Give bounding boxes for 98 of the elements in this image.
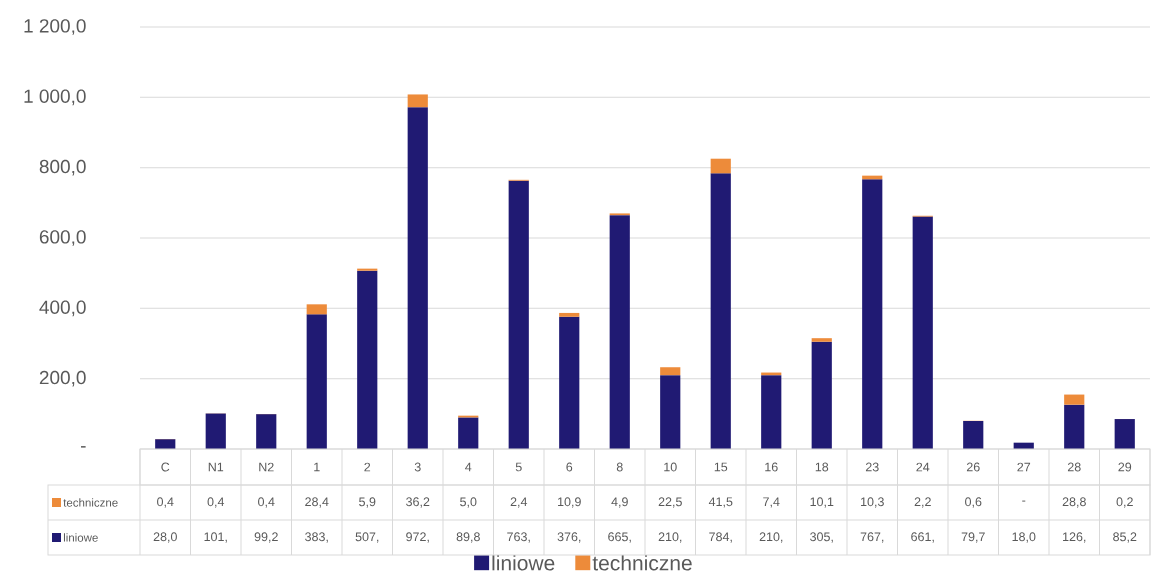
data-label: 0,4: [157, 497, 174, 508]
x-tick-label: N1: [208, 462, 224, 472]
y-tick-label: 1 200,0: [24, 19, 86, 35]
bar: [559, 312, 580, 317]
data-label: 210,: [658, 532, 682, 543]
x-tick-label: 24: [916, 462, 930, 472]
bar: [306, 314, 327, 449]
data-label: 22,5: [658, 497, 682, 508]
bar: [357, 268, 378, 271]
text: liniowe: [492, 555, 555, 571]
x-tick-label: 6: [566, 462, 573, 472]
data-label: 2,2: [914, 497, 931, 508]
text: -: [1022, 500, 1026, 502]
y-tick-label: 1 000,0: [24, 89, 86, 106]
data-label: 763,: [507, 532, 530, 543]
y-tick-label: -: [80, 446, 86, 448]
data-label: 507,: [355, 532, 379, 543]
legend-label: techniczne: [63, 498, 118, 507]
data-label: 665,: [608, 532, 631, 543]
data-label: 10,9: [558, 497, 581, 508]
y-tick-label: 800,0: [39, 159, 86, 176]
bar: [458, 417, 479, 449]
bar: [559, 316, 580, 449]
data-label: 383,: [305, 532, 328, 543]
x-tick-label: 18: [815, 462, 829, 472]
x-tick-label: 16: [765, 462, 778, 472]
data-label: 972,: [406, 532, 429, 543]
data-label: 41,5: [708, 497, 733, 508]
x-tick-label: 2: [364, 462, 371, 472]
data-label: 28,4: [305, 497, 329, 508]
y-tick-label: 600,0: [39, 230, 86, 246]
bar: [963, 420, 984, 449]
x-tick-label: 28: [1067, 462, 1081, 472]
text: techniczne: [592, 555, 692, 571]
data-label: 99,2: [254, 532, 278, 543]
data-label: 79,7: [961, 532, 985, 543]
data-label: 0,6: [965, 497, 982, 508]
bar: [1114, 419, 1135, 449]
bar: [205, 413, 226, 449]
data-label: 101,: [204, 532, 227, 543]
x-tick-label: 8: [616, 462, 623, 472]
bar: [306, 304, 327, 315]
data-label: 10,1: [810, 497, 834, 508]
data-label: 36,2: [406, 497, 430, 508]
data-label: 7,4: [763, 497, 780, 508]
x-tick-label: 3: [414, 462, 421, 472]
bar: [609, 215, 630, 449]
x-tick-label: 23: [865, 462, 879, 472]
bar: [357, 270, 378, 449]
x-tick-label: 15: [714, 462, 728, 472]
bar: [912, 216, 933, 449]
y-tick-label: 400,0: [39, 300, 86, 317]
data-label: 18,0: [1012, 532, 1036, 543]
bar: [811, 341, 832, 449]
x-tick-label: C: [161, 462, 170, 472]
data-label: 210,: [759, 532, 783, 543]
x-tick-label: 29: [1118, 462, 1132, 472]
bar: [710, 173, 731, 449]
bar: [811, 338, 832, 342]
bar: [761, 375, 782, 449]
bar: [508, 180, 529, 449]
data-label: 28,8: [1062, 497, 1086, 508]
bar: [660, 367, 681, 376]
x-tick-label: 27: [1017, 462, 1031, 472]
bar: [710, 158, 731, 174]
data-label: 784,: [709, 532, 732, 543]
bar: [407, 107, 428, 449]
data-label: 85,2: [1113, 532, 1137, 543]
data-label: 10,3: [861, 497, 884, 508]
bar: [1064, 394, 1085, 405]
bar: [155, 439, 176, 449]
data-label: 2,4: [510, 497, 528, 508]
data-label: 28,0: [153, 532, 177, 543]
bar: [407, 94, 428, 108]
data-label: 126,: [1063, 532, 1086, 543]
data-label: 0,2: [1116, 497, 1133, 508]
data-label: 0,4: [207, 497, 225, 508]
bar: [256, 414, 277, 449]
data-label: 305,: [810, 532, 833, 543]
bar: [660, 375, 681, 449]
x-tick-label: 26: [966, 462, 980, 472]
x-tick-label: 1: [314, 462, 320, 472]
data-label: 661,: [911, 532, 934, 543]
x-tick-label: 5: [515, 462, 522, 472]
y-tick-label: 200,0: [39, 370, 86, 387]
data-label: 5,0: [460, 497, 477, 508]
data-label: 89,8: [456, 532, 480, 543]
x-tick-label: 10: [664, 462, 677, 472]
legend-label: liniowe: [63, 533, 98, 542]
data-label: 0,4: [258, 497, 275, 508]
x-tick-label: N2: [259, 462, 274, 472]
bar: [1064, 404, 1085, 449]
data-label: 4,9: [611, 497, 628, 508]
data-label: 376,: [557, 532, 581, 543]
x-tick-label: 4: [465, 462, 472, 472]
bar: [862, 179, 883, 449]
data-label: 5,9: [359, 497, 376, 508]
data-label: 767,: [860, 532, 884, 543]
